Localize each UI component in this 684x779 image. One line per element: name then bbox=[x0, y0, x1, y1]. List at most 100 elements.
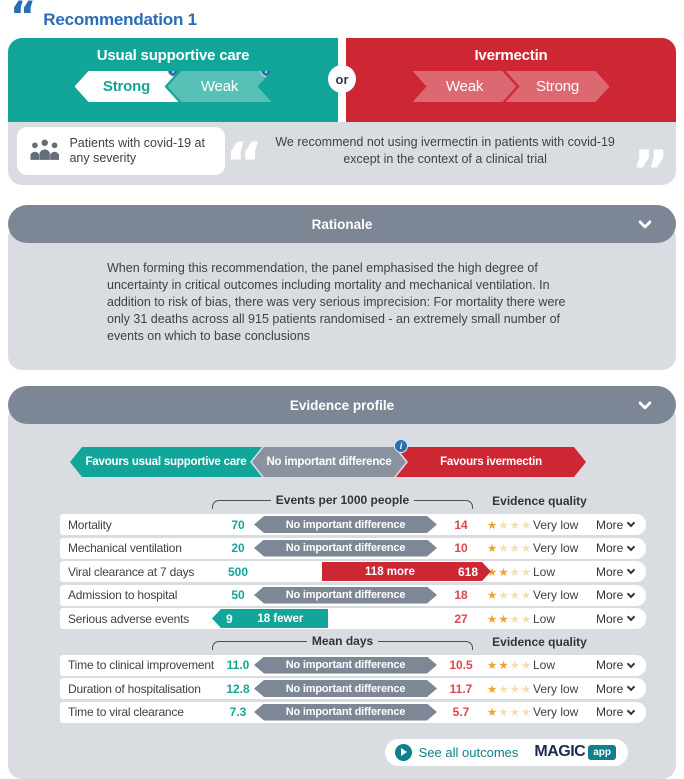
group-header: Mean days Evidence quality bbox=[60, 632, 646, 652]
quote-icon: “ bbox=[10, 0, 36, 40]
effect-track: 7.3 No important difference 5.7 bbox=[218, 702, 483, 723]
chevron-down-icon bbox=[627, 518, 636, 528]
quality-stars: ★★★★ bbox=[487, 566, 533, 579]
chevron-down-icon bbox=[637, 395, 653, 411]
chevron-down-icon bbox=[627, 659, 636, 668]
right-value: 27 bbox=[454, 611, 468, 626]
intervention-left-panel: Usual supportive care Strong i Weak i bbox=[8, 38, 338, 122]
table-row: Admission to hospital 50 No important di… bbox=[60, 584, 646, 606]
outcome-label: Admission to hospital bbox=[68, 588, 178, 602]
effect-legend: Favours usual supportive care No importa… bbox=[70, 439, 676, 477]
left-value: 500 bbox=[227, 564, 249, 579]
quality-header: Evidence quality bbox=[492, 494, 587, 508]
evidence-title: Evidence profile bbox=[289, 397, 395, 413]
quality-stars: ★★★★ bbox=[487, 543, 533, 555]
left-value: 7.3 bbox=[229, 705, 247, 719]
quality-stars: ★★★★ bbox=[487, 519, 533, 532]
quality-label: Low bbox=[533, 611, 556, 626]
group-title: Mean days bbox=[311, 633, 374, 648]
left-value: 11.0 bbox=[226, 658, 250, 672]
intervention-right-panel: Ivermectin Weak i Strong i bbox=[346, 38, 676, 122]
table-row: Duration of hospitalisation 12.8 No impo… bbox=[60, 678, 646, 699]
more-button[interactable]: More bbox=[596, 682, 640, 696]
group-header: Events per 1000 people Evidence quality bbox=[60, 491, 646, 511]
play-icon bbox=[394, 743, 412, 761]
quality-stars: ★★★★ bbox=[487, 683, 533, 696]
right-value: 10 bbox=[454, 541, 468, 555]
more-button[interactable]: More bbox=[596, 588, 640, 602]
effect-track: 11.0 No important difference 10.5 bbox=[218, 655, 483, 676]
left-value: 70 bbox=[231, 517, 245, 532]
legend-info-wrap: i bbox=[252, 439, 408, 477]
legend-no-difference: No important difference bbox=[252, 447, 406, 477]
group-title: Events per 1000 people bbox=[275, 493, 410, 507]
quality-stars: ★★★★ bbox=[487, 660, 533, 672]
effect-size-label: 118 more bbox=[365, 565, 415, 578]
quality-header: Evidence quality bbox=[492, 634, 587, 649]
quality-stars: ★★★★ bbox=[487, 590, 533, 602]
info-icon[interactable]: i bbox=[260, 63, 274, 77]
no-difference-marker: No important difference bbox=[254, 704, 437, 721]
recommendation-quote: “ We recommend not using ivermectin in p… bbox=[225, 129, 669, 201]
intervention-right-title: Ivermectin bbox=[474, 47, 548, 64]
patients-icon bbox=[30, 138, 59, 160]
effect-track: 500 118 more 618 bbox=[218, 561, 483, 582]
legend-favours-left: Favours usual supportive care bbox=[70, 447, 262, 477]
quality-label: Low bbox=[533, 564, 556, 579]
rationale-text: When forming this recommendation, the pa… bbox=[107, 261, 566, 343]
chevron-down-icon bbox=[627, 542, 636, 551]
rationale-title: Rationale bbox=[311, 216, 373, 232]
strength-option-strong-left: Strong i bbox=[75, 71, 179, 102]
harm-effect-bar: 118 more 618 bbox=[322, 562, 491, 581]
open-quote-icon: “ bbox=[225, 129, 263, 198]
more-button[interactable]: More bbox=[596, 565, 640, 579]
benefit-effect-bar: 9 18 fewer bbox=[212, 609, 328, 628]
table-row: Mechanical ventilation 20 No important d… bbox=[60, 537, 646, 559]
no-difference-marker: No important difference bbox=[254, 587, 437, 604]
quality-label: Very low bbox=[533, 517, 579, 532]
strength-option-strong-right: Strong i bbox=[506, 71, 610, 102]
close-quote-icon: ” bbox=[631, 137, 669, 206]
evidence-body: Favours usual supportive care No importa… bbox=[8, 405, 676, 779]
outcome-label: Viral clearance at 7 days bbox=[68, 564, 195, 579]
chevron-down-icon bbox=[627, 706, 636, 715]
see-all-outcomes-button[interactable]: See all outcomes bbox=[394, 743, 518, 761]
quality-label: Very low bbox=[533, 541, 579, 555]
comparison-panel: Usual supportive care Strong i Weak i Iv… bbox=[8, 38, 676, 201]
quality-stars: ★★★★ bbox=[487, 613, 533, 626]
effect-track: 20 No important difference 10 bbox=[218, 538, 483, 559]
evidence-header[interactable]: Evidence profile bbox=[8, 386, 676, 424]
right-value: 14 bbox=[454, 517, 468, 532]
more-button[interactable]: More bbox=[596, 658, 640, 672]
population-text: Patients with covid-19 at any severity bbox=[69, 135, 205, 165]
outcome-label: Duration of hospitalisation bbox=[68, 681, 201, 696]
left-value: 9 bbox=[226, 611, 233, 626]
right-value: 10.5 bbox=[449, 658, 473, 672]
chevron-down-icon bbox=[627, 589, 636, 598]
chevron-down-icon bbox=[637, 214, 653, 230]
quality-stars: ★★★★ bbox=[487, 707, 533, 719]
info-icon[interactable]: i bbox=[394, 439, 408, 453]
effect-track: 9 18 fewer 27 bbox=[212, 608, 483, 629]
no-difference-marker: No important difference bbox=[254, 680, 437, 697]
quality-label: Very low bbox=[533, 681, 579, 696]
quality-label: Very low bbox=[533, 588, 579, 602]
strength-option-weak-left: Weak i bbox=[168, 71, 272, 102]
left-value: 12.8 bbox=[226, 681, 250, 696]
more-button[interactable]: More bbox=[596, 541, 640, 555]
more-button[interactable]: More bbox=[596, 705, 640, 719]
table-row: Time to viral clearance 7.3 No important… bbox=[60, 701, 646, 723]
more-button[interactable]: More bbox=[596, 612, 640, 626]
chevron-down-icon bbox=[627, 612, 636, 622]
magic-app-logo: MAGIC app bbox=[534, 743, 616, 761]
outcome-label: Mortality bbox=[68, 517, 112, 532]
info-icon[interactable]: i bbox=[598, 63, 612, 77]
table-row: Viral clearance at 7 days 500 118 more 6… bbox=[60, 561, 646, 582]
more-button[interactable]: More bbox=[596, 518, 640, 532]
chevron-down-icon bbox=[627, 682, 636, 692]
rationale-header[interactable]: Rationale bbox=[8, 205, 676, 243]
quality-label: Low bbox=[533, 658, 556, 672]
effect-track: 70 No important difference 14 bbox=[218, 514, 483, 535]
evidence-table: Events per 1000 people Evidence quality … bbox=[60, 491, 646, 723]
effect-size-label: 18 fewer bbox=[257, 612, 304, 625]
